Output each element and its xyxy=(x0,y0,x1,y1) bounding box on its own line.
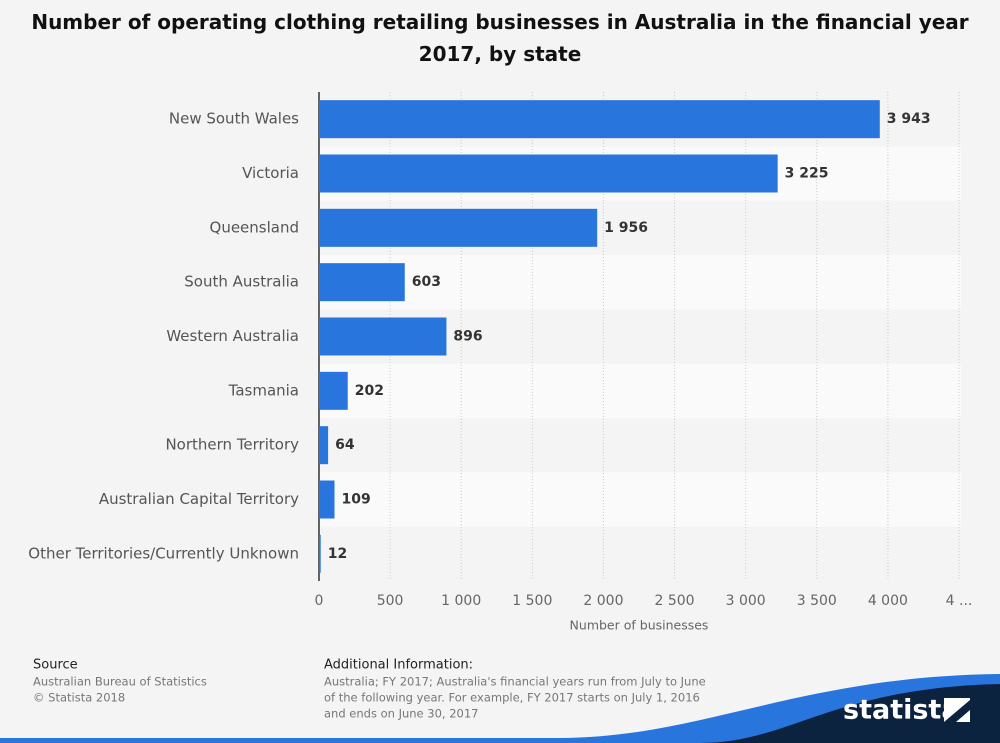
info-line: and ends on June 30, 2017 xyxy=(324,707,479,721)
y-tick-label: New South Wales xyxy=(169,110,299,128)
y-tick-label: Northern Territory xyxy=(165,436,299,454)
x-axis-title: Number of businesses xyxy=(570,618,709,633)
value-label: 12 xyxy=(328,546,347,562)
bar xyxy=(319,534,321,573)
info-line: Australia; FY 2017; Australia's financia… xyxy=(324,675,706,689)
x-tick-label: 3 000 xyxy=(726,593,766,609)
y-tick-label: Western Australia xyxy=(166,327,299,345)
bar xyxy=(319,317,447,356)
x-tick-label: 4 ... xyxy=(946,593,973,609)
value-label: 896 xyxy=(453,329,482,345)
value-label: 64 xyxy=(335,437,355,453)
bar xyxy=(319,208,598,247)
logo: statista xyxy=(843,695,960,726)
value-label: 3 943 xyxy=(887,111,931,127)
value-label: 109 xyxy=(342,492,371,508)
chart-title: Number of operating clothing retailing b… xyxy=(31,10,969,66)
value-label: 202 xyxy=(355,383,384,399)
source-line: © Statista 2018 xyxy=(33,691,125,705)
x-tick-label: 4 000 xyxy=(868,593,908,609)
value-label: 603 xyxy=(412,274,441,290)
decor-wave xyxy=(0,674,1000,743)
y-tick-label: Tasmania xyxy=(228,381,299,399)
x-tick-label: 1 000 xyxy=(441,593,481,609)
x-tick-label: 2 000 xyxy=(583,593,623,609)
value-label: 1 956 xyxy=(604,220,648,236)
info-title: Additional Information: xyxy=(324,658,473,673)
source-line: Australian Bureau of Statistics xyxy=(33,675,207,689)
x-tick-label: 1 500 xyxy=(512,593,552,609)
y-tick-label: Australian Capital Territory xyxy=(99,490,299,508)
bar xyxy=(319,371,348,410)
x-tick-label: 500 xyxy=(377,593,404,609)
bar xyxy=(319,154,778,193)
info-line: of the following year. For example, FY 2… xyxy=(324,691,700,705)
row-stripe xyxy=(319,472,961,527)
bar xyxy=(319,426,329,465)
x-tick-label: 3 500 xyxy=(797,593,837,609)
value-label: 3 225 xyxy=(785,166,829,182)
y-tick-label: South Australia xyxy=(184,273,299,291)
bar xyxy=(319,263,405,302)
logo-icon xyxy=(944,698,970,722)
y-tick-label: Victoria xyxy=(242,164,299,182)
x-tick-label: 2 500 xyxy=(655,593,695,609)
source-title: Source xyxy=(33,658,78,673)
y-tick-label: Queensland xyxy=(210,218,299,236)
x-tick-label: 0 xyxy=(315,593,324,609)
row-stripe xyxy=(319,363,961,418)
row-stripe xyxy=(319,255,961,310)
decor-corner xyxy=(700,684,1000,743)
bar xyxy=(319,100,880,139)
y-tick-label: Other Territories/Currently Unknown xyxy=(28,544,299,562)
bar xyxy=(319,480,335,519)
